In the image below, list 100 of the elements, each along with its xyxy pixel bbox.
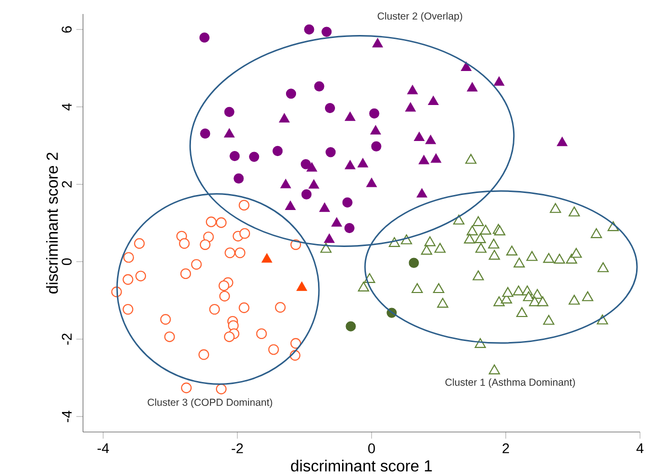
point [516,307,528,318]
point [570,248,582,258]
point [372,38,383,48]
point [408,258,419,268]
point [405,102,416,112]
point [430,153,442,163]
point [344,222,354,234]
x-tick-label: 2 [502,443,509,454]
point [420,244,432,255]
point [437,298,448,308]
point [160,314,171,325]
point [514,258,525,268]
point [425,134,436,144]
point [322,26,332,37]
point [200,128,210,139]
point [224,331,235,342]
annotation: Cluster 1 (Asthma Dominant) [445,378,575,388]
point [369,108,380,119]
point [268,344,279,355]
point [256,328,267,340]
point [502,287,514,297]
point [198,349,210,360]
point [344,160,356,170]
point [280,178,292,188]
point [326,147,336,158]
point [543,252,554,263]
point [234,173,244,184]
point [488,238,500,249]
point [465,154,477,164]
point [472,216,484,226]
point [543,314,554,325]
x-tick-label: 4 [636,443,644,454]
point [301,189,312,200]
point [344,112,356,121]
point [590,228,602,238]
point [522,291,534,302]
point [506,246,518,256]
point [262,253,272,263]
point [122,274,134,285]
x-tick-label: -2 [232,443,243,454]
point [206,216,217,228]
point [416,188,428,198]
point [234,247,246,258]
point [296,281,308,291]
point [300,159,311,170]
point [414,132,425,142]
point [286,88,296,99]
point [134,238,145,249]
point [412,283,423,294]
point [199,32,210,43]
y-tick-label: 0 [62,258,72,266]
point [597,262,609,272]
point [433,283,444,294]
x-tick-label: 0 [368,443,375,454]
y-tick-label: 4 [62,103,72,110]
annotation: Cluster 2 (Overlap) [378,12,462,22]
point [366,178,377,188]
point [320,242,332,253]
point [272,146,283,156]
point [203,232,214,242]
y-tick-label: -2 [62,334,72,345]
point [556,136,568,146]
point [464,234,476,244]
point [428,96,439,106]
point [209,304,220,315]
annotation: Cluster 3 (COPD Dominant) [148,398,272,408]
point [342,197,352,208]
point [304,24,314,35]
point [218,280,230,292]
point [512,285,524,296]
point [200,239,210,250]
x-tick-label: -4 [98,443,109,454]
point [550,203,562,213]
y-tick-label: 6 [62,26,72,33]
point [537,296,548,306]
point [434,242,446,253]
point [407,84,418,94]
point [493,296,505,306]
point [554,254,566,264]
point [324,234,335,243]
point [191,259,202,270]
point [582,291,594,302]
point [135,270,146,282]
point [358,282,370,292]
point [488,364,500,374]
point [179,238,190,249]
point [239,228,250,239]
point [274,302,286,313]
point [466,82,478,92]
point [290,338,302,349]
point [123,252,134,263]
point [568,206,580,216]
y-tick-label: 2 [62,181,72,188]
point [526,251,538,261]
point [488,250,500,260]
point [224,106,234,117]
point [180,268,192,280]
point [314,81,324,92]
point [371,141,382,152]
point [285,200,296,210]
